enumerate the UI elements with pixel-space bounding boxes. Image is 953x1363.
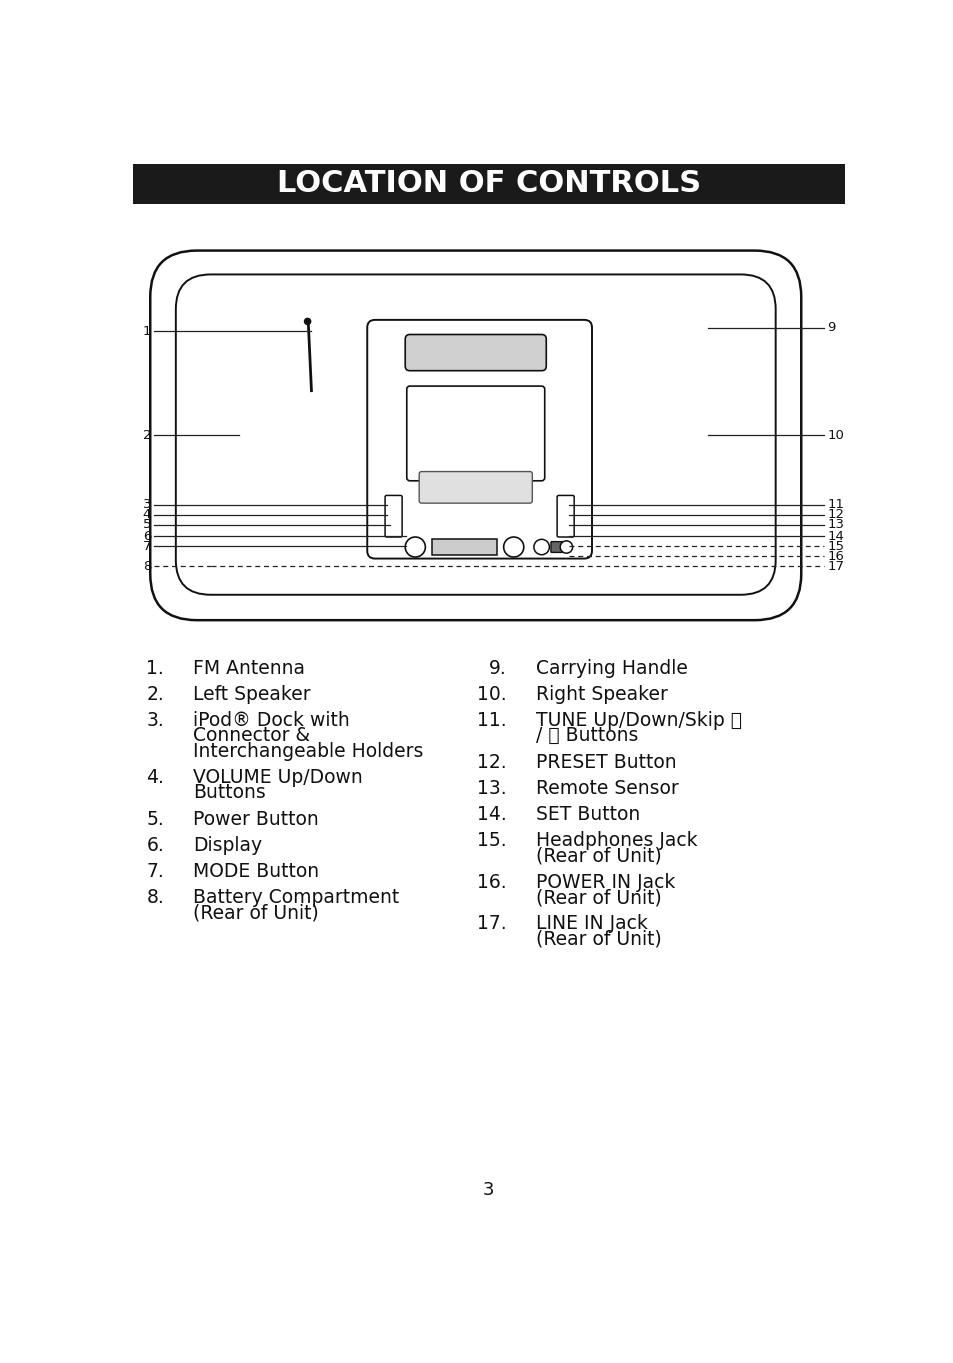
Text: 10.: 10. xyxy=(476,684,506,703)
Circle shape xyxy=(304,319,311,324)
FancyBboxPatch shape xyxy=(175,274,775,594)
Text: 11.: 11. xyxy=(476,711,506,731)
FancyBboxPatch shape xyxy=(557,495,574,537)
Text: / ⏮ Buttons: / ⏮ Buttons xyxy=(536,726,638,746)
Text: 10: 10 xyxy=(827,429,843,442)
Text: VOLUME Up/Down: VOLUME Up/Down xyxy=(193,767,362,786)
Text: 1: 1 xyxy=(142,324,151,338)
Circle shape xyxy=(559,541,572,553)
Text: 12: 12 xyxy=(827,508,843,521)
FancyBboxPatch shape xyxy=(431,538,497,556)
FancyBboxPatch shape xyxy=(550,541,562,552)
FancyBboxPatch shape xyxy=(367,320,592,559)
FancyBboxPatch shape xyxy=(418,472,532,503)
Circle shape xyxy=(534,540,549,555)
FancyBboxPatch shape xyxy=(405,334,546,371)
Text: 17.: 17. xyxy=(476,915,506,934)
Text: 3: 3 xyxy=(482,1180,495,1199)
Text: 7.: 7. xyxy=(147,861,164,880)
Text: 13.: 13. xyxy=(476,778,506,797)
Text: POWER IN Jack: POWER IN Jack xyxy=(536,872,675,891)
Text: Connector &: Connector & xyxy=(193,726,310,746)
Text: 17: 17 xyxy=(827,560,843,572)
Text: 8: 8 xyxy=(143,560,151,572)
Text: 11: 11 xyxy=(827,497,843,511)
Circle shape xyxy=(503,537,523,557)
Text: (Rear of Unit): (Rear of Unit) xyxy=(536,846,661,866)
Text: (Rear of Unit): (Rear of Unit) xyxy=(536,889,661,908)
Text: Power Button: Power Button xyxy=(193,810,318,829)
Text: 2: 2 xyxy=(142,429,151,442)
Text: 14.: 14. xyxy=(476,806,506,825)
Text: (Rear of Unit): (Rear of Unit) xyxy=(536,930,661,949)
Text: Headphones Jack: Headphones Jack xyxy=(536,831,697,851)
FancyBboxPatch shape xyxy=(406,386,544,481)
Text: SET Button: SET Button xyxy=(536,806,639,825)
Text: 12.: 12. xyxy=(476,752,506,771)
Text: 1.: 1. xyxy=(147,658,164,677)
Text: Interchangeable Holders: Interchangeable Holders xyxy=(193,741,423,761)
Text: LINE IN Jack: LINE IN Jack xyxy=(536,915,647,934)
Text: Left Speaker: Left Speaker xyxy=(193,684,310,703)
Text: FM Antenna: FM Antenna xyxy=(193,658,305,677)
Text: Remote Sensor: Remote Sensor xyxy=(536,778,679,797)
Text: 3.: 3. xyxy=(147,711,164,731)
Text: TUNE Up/Down/Skip ⏭: TUNE Up/Down/Skip ⏭ xyxy=(536,711,741,731)
Text: PRESET Button: PRESET Button xyxy=(536,752,676,771)
Text: Buttons: Buttons xyxy=(193,784,265,803)
Text: 6.: 6. xyxy=(147,836,164,855)
Text: (Rear of Unit): (Rear of Unit) xyxy=(193,904,318,923)
Text: Battery Compartment: Battery Compartment xyxy=(193,889,398,908)
Text: 6: 6 xyxy=(143,530,151,542)
Text: 9: 9 xyxy=(827,322,835,334)
Text: 4: 4 xyxy=(143,508,151,521)
Text: Right Speaker: Right Speaker xyxy=(536,684,667,703)
Text: 5: 5 xyxy=(142,518,151,532)
FancyBboxPatch shape xyxy=(385,495,402,537)
Text: iPod® Dock with: iPod® Dock with xyxy=(193,711,349,731)
Text: 5.: 5. xyxy=(147,810,164,829)
Bar xyxy=(133,162,843,204)
Text: 3: 3 xyxy=(142,497,151,511)
Text: 8.: 8. xyxy=(147,889,164,908)
Text: 16.: 16. xyxy=(476,872,506,891)
Text: 7: 7 xyxy=(142,540,151,553)
Text: LOCATION OF CONTROLS: LOCATION OF CONTROLS xyxy=(276,169,700,198)
Text: MODE Button: MODE Button xyxy=(193,861,318,880)
Text: 16: 16 xyxy=(827,549,843,563)
Circle shape xyxy=(405,537,425,557)
Text: 15: 15 xyxy=(827,540,843,553)
Text: 4.: 4. xyxy=(146,767,164,786)
FancyBboxPatch shape xyxy=(150,251,801,620)
Text: 9.: 9. xyxy=(489,658,506,677)
Text: 2.: 2. xyxy=(147,684,164,703)
Text: 13: 13 xyxy=(827,518,843,532)
Text: 15.: 15. xyxy=(476,831,506,851)
Text: Carrying Handle: Carrying Handle xyxy=(536,658,687,677)
Text: 14: 14 xyxy=(827,530,843,542)
Text: Display: Display xyxy=(193,836,262,855)
